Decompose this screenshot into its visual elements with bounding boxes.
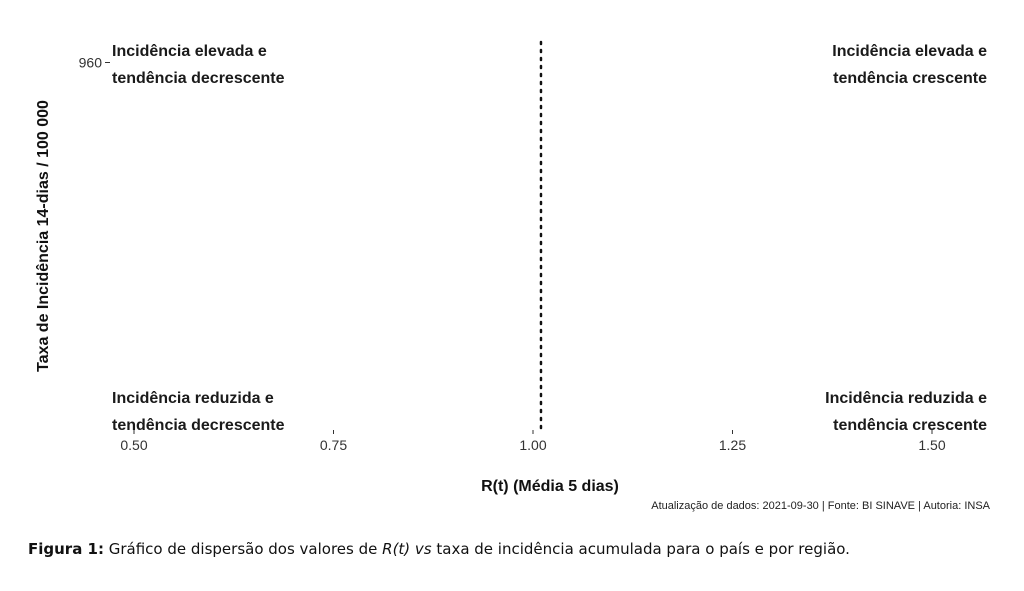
caption-italic: R(t) vs (382, 540, 432, 558)
source-note: Atualização de dados: 2021-09-30 | Fonte… (651, 500, 990, 512)
quadrant-bottom-left-line-1: tendência decrescente (112, 417, 285, 434)
y-axis-title: Taxa de Incidência 14-dias / 100 000 (35, 100, 52, 372)
caption-text-2: taxa de incidência acumulada para o país… (431, 540, 850, 558)
x-tick-label-1: 0.75 (320, 437, 347, 453)
x-tick-label-3: 1.25 (719, 437, 746, 453)
quadrant-bottom-right-line-1: tendência crescente (833, 417, 987, 434)
x-tick-label-4: 1.50 (918, 437, 945, 453)
quadrant-top-left-line-0: Incidência elevada e (112, 43, 267, 60)
y-tick-label-0: 960 (79, 55, 103, 71)
scatter-chart: 960480240120602010520.500.751.001.251.50… (35, 40, 987, 495)
x-tick-label-0: 0.50 (120, 437, 147, 453)
figure-caption: Figura 1: Gráfico de dispersão dos valor… (28, 540, 850, 558)
caption-text-1: Gráfico de dispersão dos valores de (103, 540, 383, 558)
quadrant-bottom-left-line-0: Incidência reduzida e (112, 390, 274, 407)
caption-lead: Figura 1: (28, 540, 104, 558)
quadrant-top-left-line-1: tendência decrescente (112, 70, 285, 87)
x-axis-title: R(t) (Média 5 dias) (481, 478, 619, 495)
quadrant-top-right-line-0: Incidência elevada e (832, 43, 987, 60)
quadrant-top-right-line-1: tendência crescente (833, 70, 987, 87)
quadrant-bottom-right-line-0: Incidência reduzida e (825, 390, 987, 407)
x-tick-label-2: 1.00 (519, 437, 546, 453)
